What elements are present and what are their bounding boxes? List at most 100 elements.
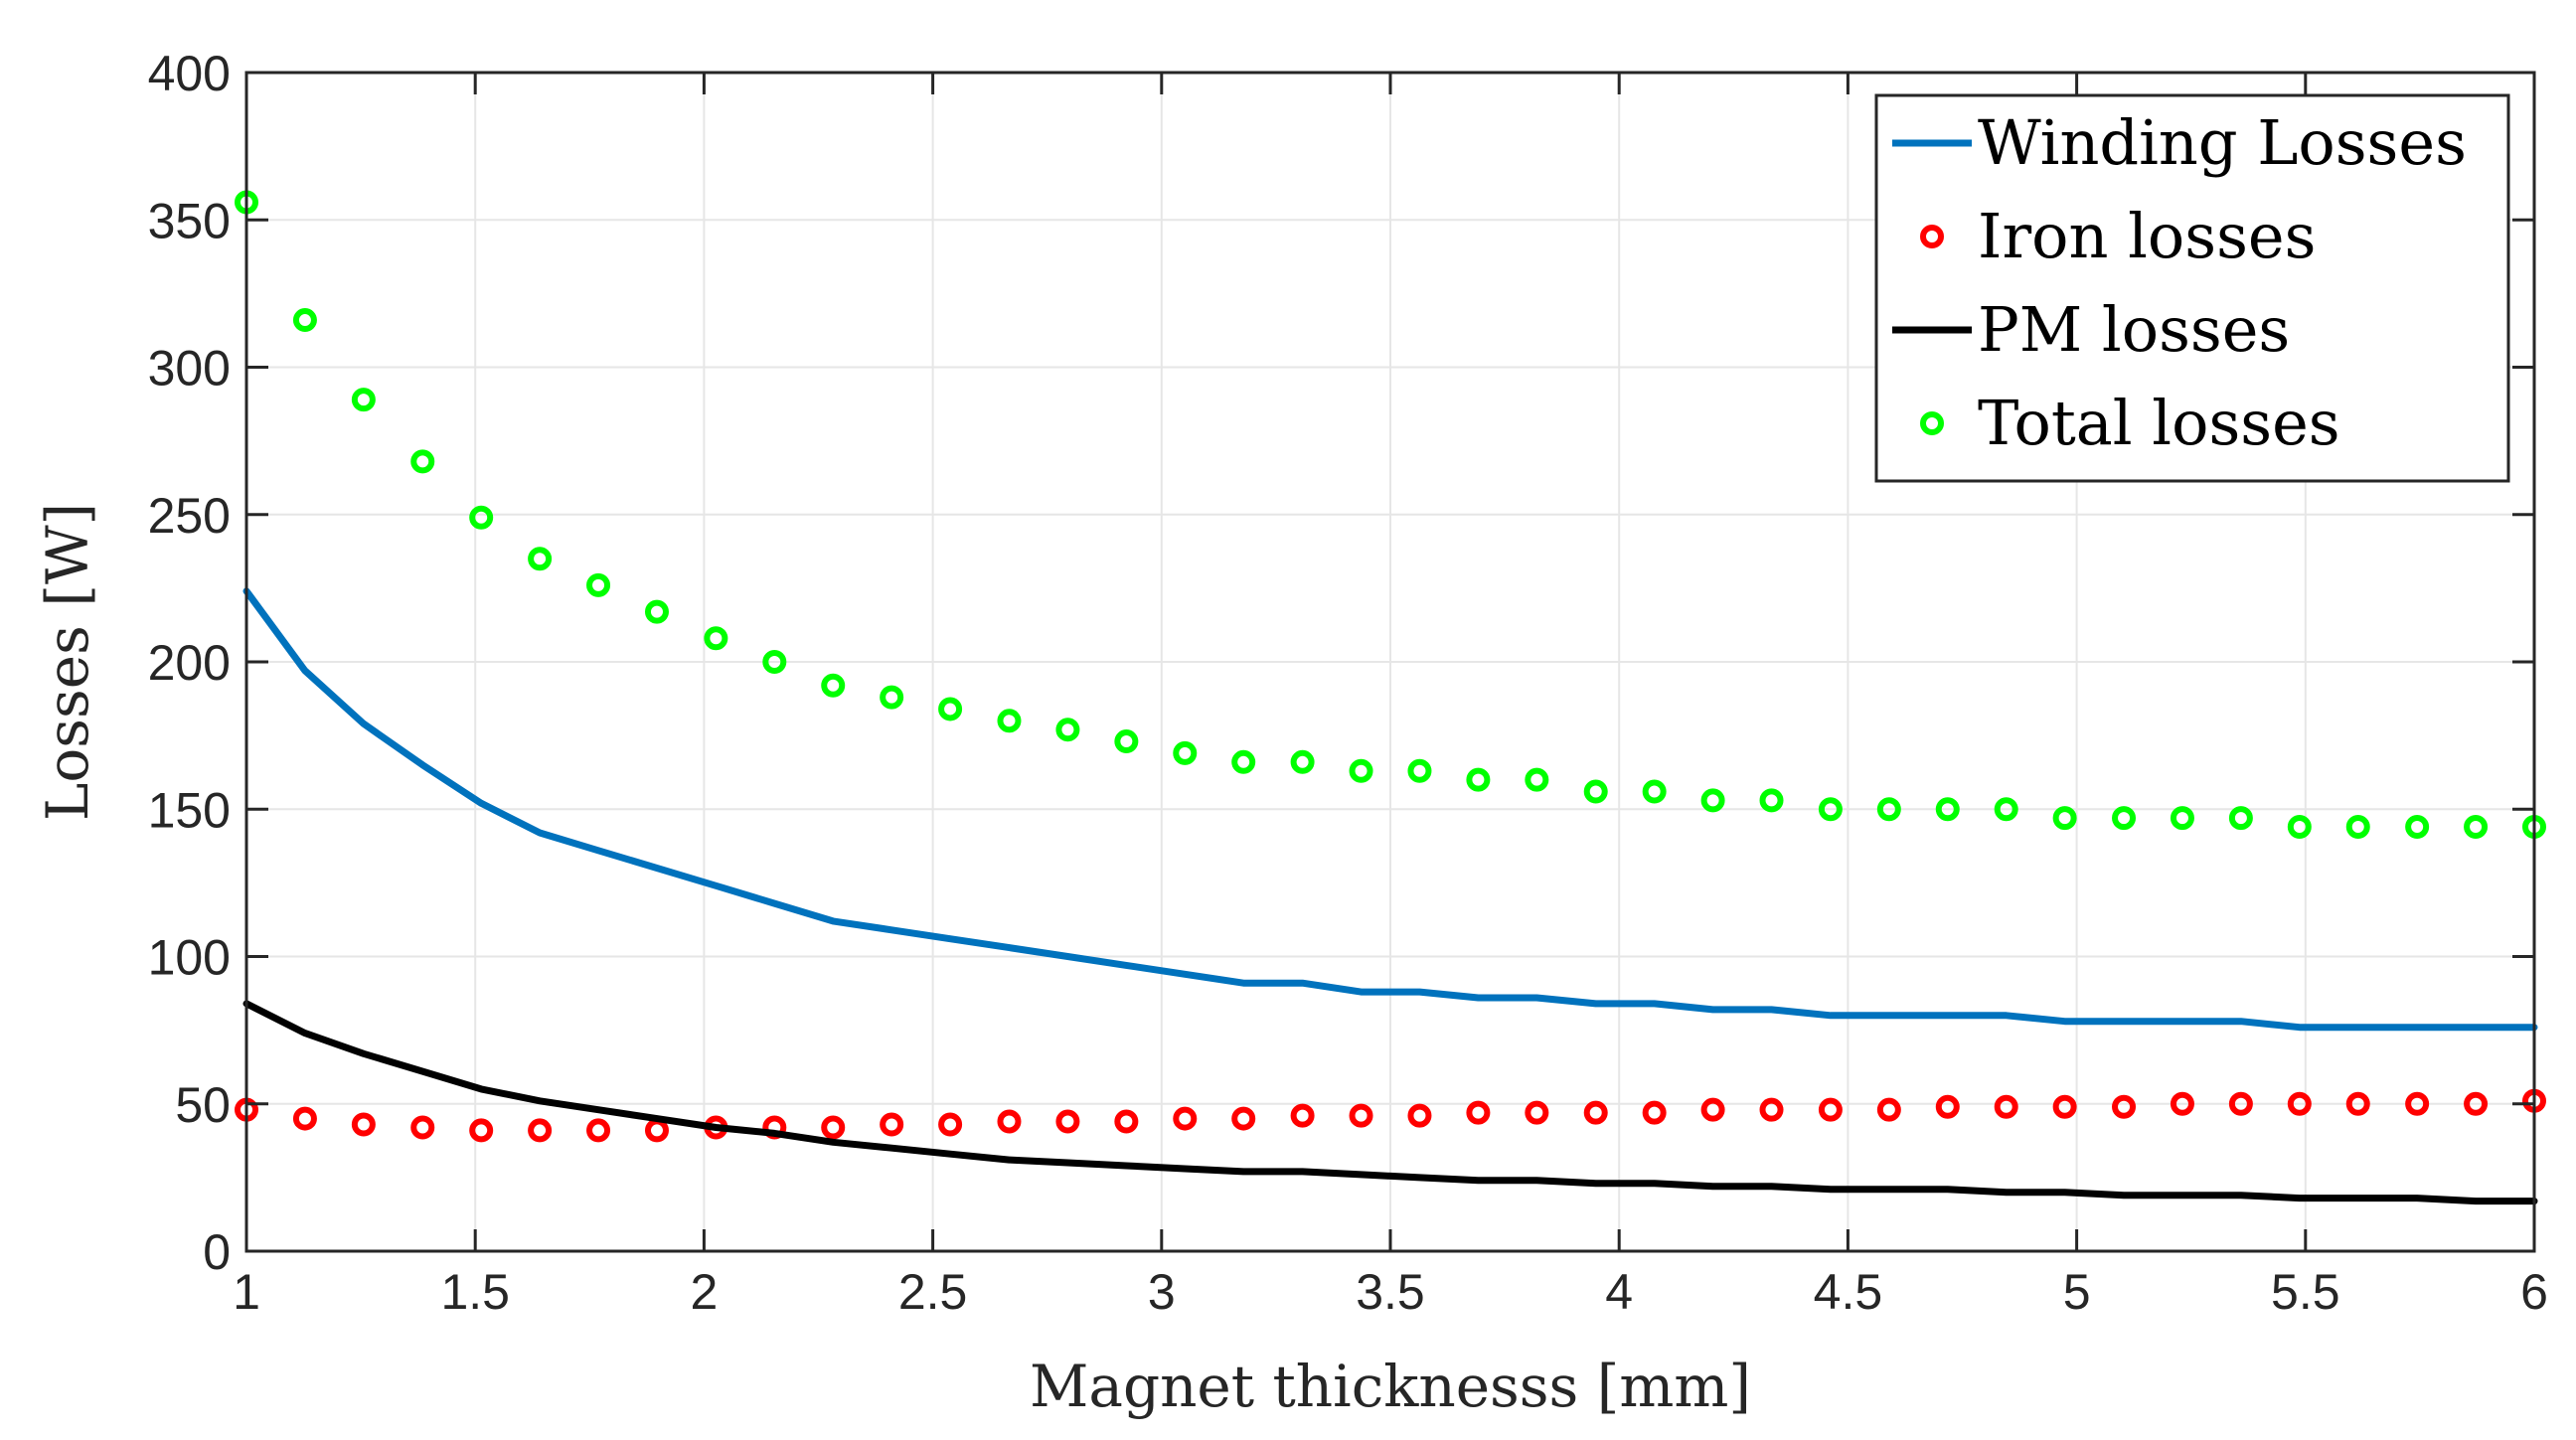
legend-label-iron-losses: Iron losses [1978,200,2316,272]
iron-losses-marker [821,1115,846,1140]
total-losses-marker [1466,767,1491,792]
iron-losses-marker [528,1118,553,1143]
total-losses-marker [1173,740,1198,765]
total-losses-marker [1642,779,1667,804]
total-losses-marker [2345,815,2370,840]
y-tick-label: 150 [148,782,231,838]
iron-losses-marker [1642,1100,1667,1125]
legend-box [1874,93,2510,483]
iron-losses-marker [997,1109,1022,1134]
total-losses-marker [351,388,376,412]
iron-losses-marker [1700,1097,1725,1122]
total-losses-marker [410,449,435,474]
total-losses-marker [762,650,787,674]
x-tick-label: 5 [2063,1264,2091,1320]
total-losses-marker [2052,806,2077,831]
x-tick-label: 1.5 [440,1264,510,1320]
total-losses-marker [1407,758,1432,783]
iron-losses-marker [2287,1091,2312,1116]
total-losses-marker [2464,815,2489,840]
total-losses-marker [2170,806,2194,831]
y-tick-label: 0 [203,1224,231,1280]
total-losses-marker [1759,788,1784,813]
iron-losses-marker [1935,1094,1960,1119]
iron-losses-marker [292,1106,317,1131]
iron-losses-marker [1818,1097,1843,1122]
x-tick-label: 6 [2520,1264,2548,1320]
total-losses-marker [1935,797,1960,822]
total-losses-marker [586,572,611,597]
legend-label-pm-losses: PM losses [1978,293,2290,366]
total-losses-marker [469,505,494,530]
legend-swatch-iron-losses [1920,225,1944,248]
total-losses-marker [997,709,1022,733]
y-tick-label: 300 [148,341,231,397]
total-losses-marker [1349,758,1373,783]
x-tick-label: 1 [233,1264,260,1320]
y-tick-label: 400 [148,46,231,101]
total-losses-marker [2228,806,2253,831]
total-losses-marker [2287,815,2312,840]
x-tick-label: 2 [690,1264,718,1320]
total-losses-marker [1876,797,1901,822]
y-tick-label: 250 [148,488,231,544]
total-losses-marker [1583,779,1608,804]
iron-losses-marker [2228,1091,2253,1116]
iron-losses-marker [2052,1094,2077,1119]
iron-losses-marker [1466,1100,1491,1125]
total-losses-marker [1290,749,1315,774]
legend-label-winding-losses: Winding Losses [1978,106,2467,179]
y-tick-label: 200 [148,635,231,691]
total-losses-marker [528,547,553,571]
total-losses-marker [821,673,846,698]
x-tick-label: 5.5 [2271,1264,2340,1320]
iron-losses-marker [586,1118,611,1143]
y-tick-label: 100 [148,930,231,986]
total-losses-marker [292,308,317,333]
iron-losses-marker [1173,1106,1198,1131]
series-layer [235,190,2546,1205]
iron-losses-marker [1583,1100,1608,1125]
x-tick-label: 2.5 [898,1264,968,1320]
x-tick-label: 4.5 [1814,1264,1883,1320]
total-losses-marker [1994,797,2018,822]
legend: Winding Losses Iron losses PM losses Total … [1874,93,2510,483]
legend-label-total-losses: Total losses [1978,387,2340,459]
total-losses-marker [704,626,728,651]
total-losses-marker [938,697,963,721]
iron-losses-marker [1231,1106,1256,1131]
iron-losses-marker [1290,1103,1315,1128]
legend-swatch-total-losses [1920,411,1944,435]
total-losses-marker [1055,718,1080,742]
iron-losses-marker [2112,1094,2137,1119]
x-tick-label: 3 [1148,1264,1176,1320]
pm-losses-line [242,1000,2538,1205]
iron-losses-marker [1525,1100,1549,1125]
iron-losses-marker [1055,1109,1080,1134]
total-losses-marker [2112,806,2137,831]
winding-losses-line [242,587,2538,1032]
total-losses-marker [1231,749,1256,774]
iron-losses-marker [1994,1094,2018,1119]
total-losses-marker [1700,788,1725,813]
iron-losses-marker [2170,1091,2194,1116]
iron-losses-marker [1876,1097,1901,1122]
iron-losses-marker [880,1112,904,1137]
total-losses-marker [2405,815,2430,840]
iron-losses-marker [2345,1091,2370,1116]
iron-losses-marker [2405,1091,2430,1116]
iron-losses-marker [1114,1109,1139,1134]
iron-losses-marker [1759,1097,1784,1122]
y-tick-label: 50 [175,1077,231,1133]
total-losses-marker [1525,767,1549,792]
total-losses-marker [644,599,669,624]
iron-losses-marker [469,1118,494,1143]
y-tick-label: 350 [148,193,231,248]
ticks: 1 1.5 2 2.5 3 3.5 4 4.5 5 5.5 6 0 50 100 150 200 250 300 3… [148,46,2548,1320]
total-losses-marker [1818,797,1843,822]
y-axis-label: Losses [W] [34,503,101,821]
iron-losses-marker [1407,1103,1432,1128]
total-losses-marker [1114,729,1139,754]
iron-losses-marker [410,1115,435,1140]
